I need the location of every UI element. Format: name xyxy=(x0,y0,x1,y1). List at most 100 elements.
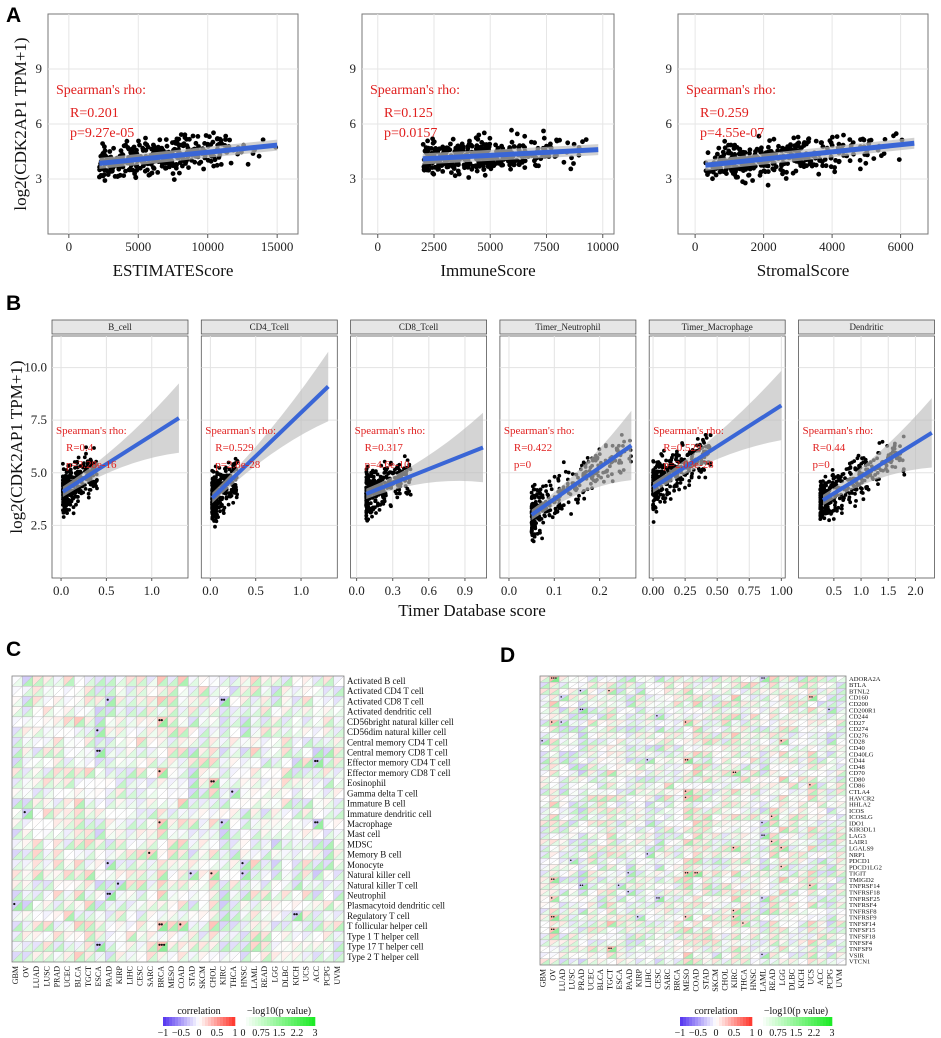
heatmap-cell xyxy=(146,757,158,769)
heatmap-cell xyxy=(22,726,33,738)
heatmap-cell xyxy=(63,686,75,697)
data-point xyxy=(531,493,536,498)
data-point xyxy=(159,145,165,151)
data-point xyxy=(770,166,776,172)
heatmap-cell xyxy=(219,767,231,779)
heatmap-cell xyxy=(11,757,23,769)
data-point xyxy=(215,136,220,141)
heatmap-cell xyxy=(188,757,199,769)
data-point xyxy=(212,157,218,163)
y-tick-label: 3 xyxy=(36,171,43,186)
data-point xyxy=(452,173,458,179)
data-point xyxy=(881,151,887,157)
data-point xyxy=(112,174,118,179)
facet-title: Timer_Neutrophil xyxy=(535,322,601,332)
significance-star xyxy=(220,698,223,701)
data-point xyxy=(585,456,590,460)
data-point xyxy=(245,161,251,167)
heatmap-cell xyxy=(188,747,199,758)
data-point xyxy=(735,174,740,180)
data-point xyxy=(466,141,472,147)
heatmap-cell xyxy=(84,737,96,748)
data-point xyxy=(464,161,470,167)
heatmap-cell xyxy=(188,675,199,687)
regression-line xyxy=(99,142,278,166)
heatmap-cell xyxy=(115,696,127,707)
heatmap-cell xyxy=(74,757,85,769)
x-tick-label: 0.9 xyxy=(457,583,473,598)
heatmap-cell xyxy=(208,767,220,779)
data-point xyxy=(182,132,188,138)
heatmap-cell xyxy=(333,726,345,738)
heatmap-cell xyxy=(167,767,179,779)
x-tick-label: 0.2 xyxy=(592,583,608,598)
data-point xyxy=(86,495,91,500)
data-point xyxy=(722,138,728,144)
data-point xyxy=(829,510,834,514)
data-point xyxy=(668,497,673,501)
data-point xyxy=(728,151,734,156)
data-point xyxy=(466,175,472,180)
heatmap-cell xyxy=(136,747,148,758)
data-point xyxy=(569,512,573,516)
data-point xyxy=(577,493,581,498)
data-point xyxy=(697,475,701,480)
heatmap-cell xyxy=(32,716,44,728)
heatmap-cell xyxy=(219,757,231,769)
data-point xyxy=(832,169,838,175)
data-point xyxy=(127,167,133,173)
heatmap-cell xyxy=(157,757,168,769)
heatmap-cell xyxy=(74,675,85,687)
heatmap-cell xyxy=(115,726,127,738)
data-point xyxy=(163,165,169,171)
data-point xyxy=(651,502,656,507)
data-point xyxy=(830,134,835,140)
heatmap-cell xyxy=(281,696,293,707)
data-point xyxy=(778,167,784,173)
data-point xyxy=(801,164,807,170)
data-point xyxy=(432,147,438,153)
data-point xyxy=(655,497,660,501)
x-tick-label: 0.0 xyxy=(53,583,69,598)
heatmap-cell xyxy=(312,757,324,769)
heatmap-cell xyxy=(219,777,231,789)
data-point xyxy=(857,157,863,163)
y-tick-label: 6 xyxy=(350,116,357,131)
data-point xyxy=(64,509,68,514)
data-point xyxy=(555,510,560,514)
heatmap-cell xyxy=(125,757,137,769)
heatmap-cell xyxy=(84,726,96,738)
data-point xyxy=(218,509,222,514)
stat-title: Spearman's rho: xyxy=(686,83,776,98)
heatmap-cell xyxy=(125,716,137,728)
heatmap-cell xyxy=(208,686,220,697)
x-tick-label: 4000 xyxy=(819,239,845,254)
heatmap-cell xyxy=(240,696,251,707)
y-tick-label: 5.0 xyxy=(31,465,47,480)
data-point xyxy=(371,507,376,512)
heatmap-cell xyxy=(63,777,75,789)
significance-star xyxy=(210,780,213,783)
heatmap-cell xyxy=(250,675,262,687)
data-point xyxy=(783,176,789,181)
data-point xyxy=(753,149,758,154)
data-point xyxy=(775,148,781,154)
data-point xyxy=(217,499,222,503)
data-point xyxy=(380,477,385,482)
data-point xyxy=(737,146,743,152)
data-point xyxy=(426,167,432,173)
heatmap-cell xyxy=(167,696,179,707)
data-point xyxy=(823,508,827,513)
heatmap-cell xyxy=(198,767,210,779)
data-point xyxy=(98,153,104,159)
heatmap-cell xyxy=(312,767,324,779)
data-point xyxy=(151,144,157,149)
heatmap-cell xyxy=(74,747,85,758)
data-point xyxy=(389,504,393,509)
heatmap-cell xyxy=(105,706,116,718)
data-point xyxy=(231,500,236,505)
heatmap-cell xyxy=(94,686,106,697)
heatmap-cell xyxy=(74,706,85,718)
data-point xyxy=(69,470,74,475)
heatmap-cell xyxy=(84,747,96,758)
